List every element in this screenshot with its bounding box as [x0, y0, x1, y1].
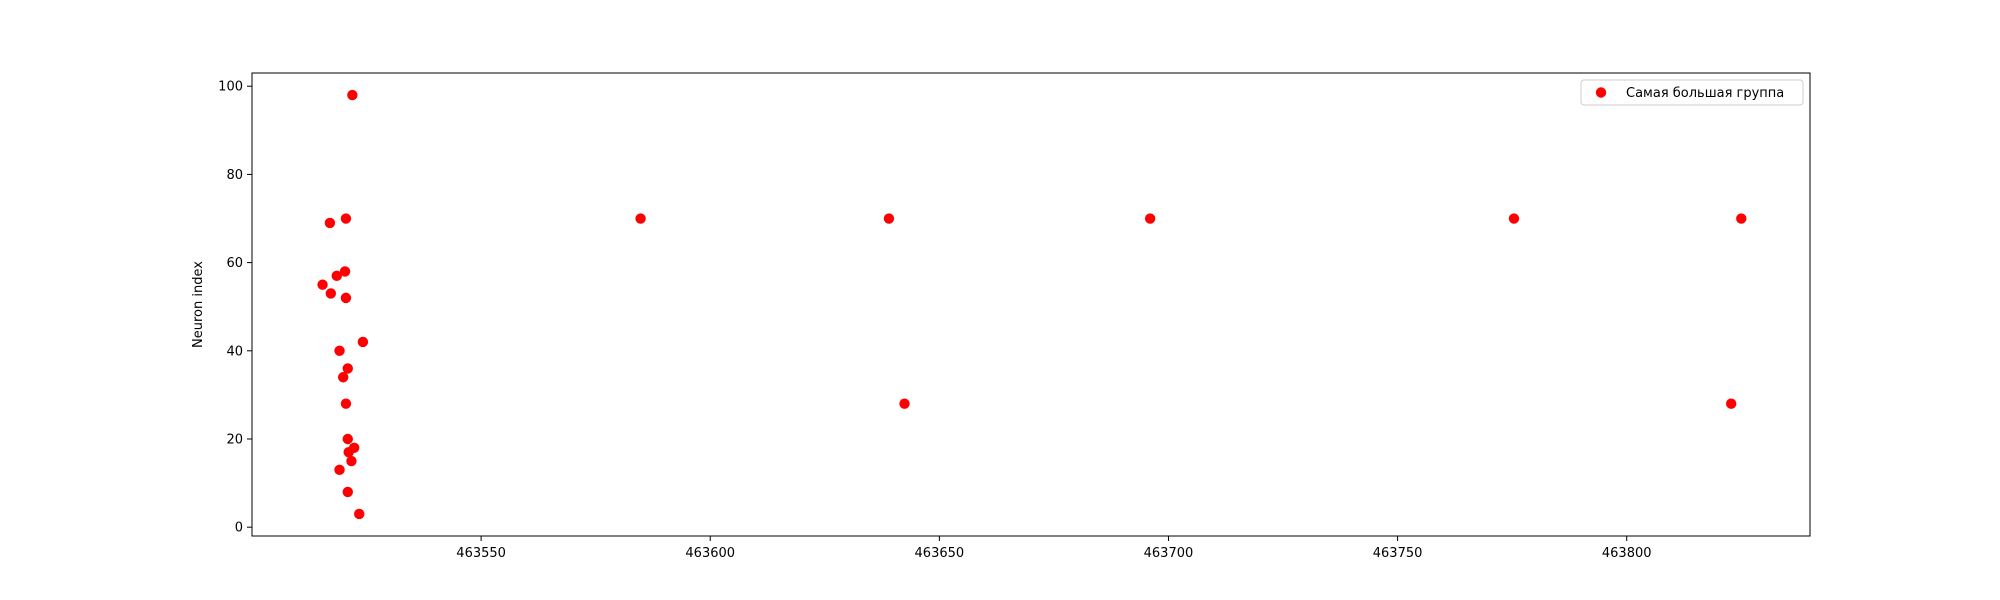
data-point: [1736, 213, 1747, 224]
legend-box: [1580, 79, 1804, 106]
data-point: [1144, 213, 1156, 224]
legend-marker: [1595, 87, 1607, 98]
legend-label: Самая большая группа: [1626, 86, 1784, 101]
data-point: [317, 279, 328, 290]
data-point: [334, 345, 345, 356]
data-point: [1508, 213, 1520, 224]
x-tick-label: 463700: [1144, 546, 1194, 561]
plot-area-frame: [251, 72, 1811, 537]
x-axis: 463550 463600 463650 463700 463750 463800: [456, 536, 1652, 561]
data-point: [883, 213, 895, 224]
data-point: [340, 398, 352, 409]
data-point: [331, 270, 342, 282]
y-axis-label: Neuron index: [191, 261, 206, 348]
legend: Самая большая группа: [1580, 79, 1804, 106]
y-tick-label: 0: [235, 521, 243, 536]
data-point: [354, 508, 365, 520]
data-point: [357, 336, 369, 348]
data-point: [337, 372, 349, 383]
data-point: [325, 288, 337, 299]
y-tick-label: 60: [226, 256, 243, 271]
y-tick-label: 80: [226, 168, 243, 183]
data-point: [324, 217, 336, 229]
data-point: [1725, 398, 1737, 409]
data-point: [340, 213, 352, 224]
x-tick-label: 463750: [1373, 546, 1423, 561]
data-point: [346, 455, 357, 467]
y-tick-label: 100: [218, 80, 243, 95]
x-tick-label: 463550: [456, 546, 506, 561]
data-point: [334, 464, 345, 476]
y-axis: 0 20 40 60 80 100: [218, 80, 252, 536]
data-points: [317, 89, 1747, 520]
data-point: [340, 292, 352, 304]
x-tick-label: 463600: [685, 546, 735, 561]
data-point: [635, 213, 646, 224]
data-point: [342, 433, 353, 445]
x-tick-label: 463800: [1602, 546, 1652, 561]
y-tick-label: 20: [226, 432, 243, 447]
data-point: [348, 442, 360, 454]
data-point: [347, 89, 358, 101]
data-point: [339, 266, 351, 277]
x-tick-label: 463650: [915, 546, 965, 561]
data-point: [342, 363, 353, 374]
data-point: [342, 486, 353, 498]
y-tick-label: 40: [226, 344, 243, 359]
data-point: [899, 398, 910, 409]
